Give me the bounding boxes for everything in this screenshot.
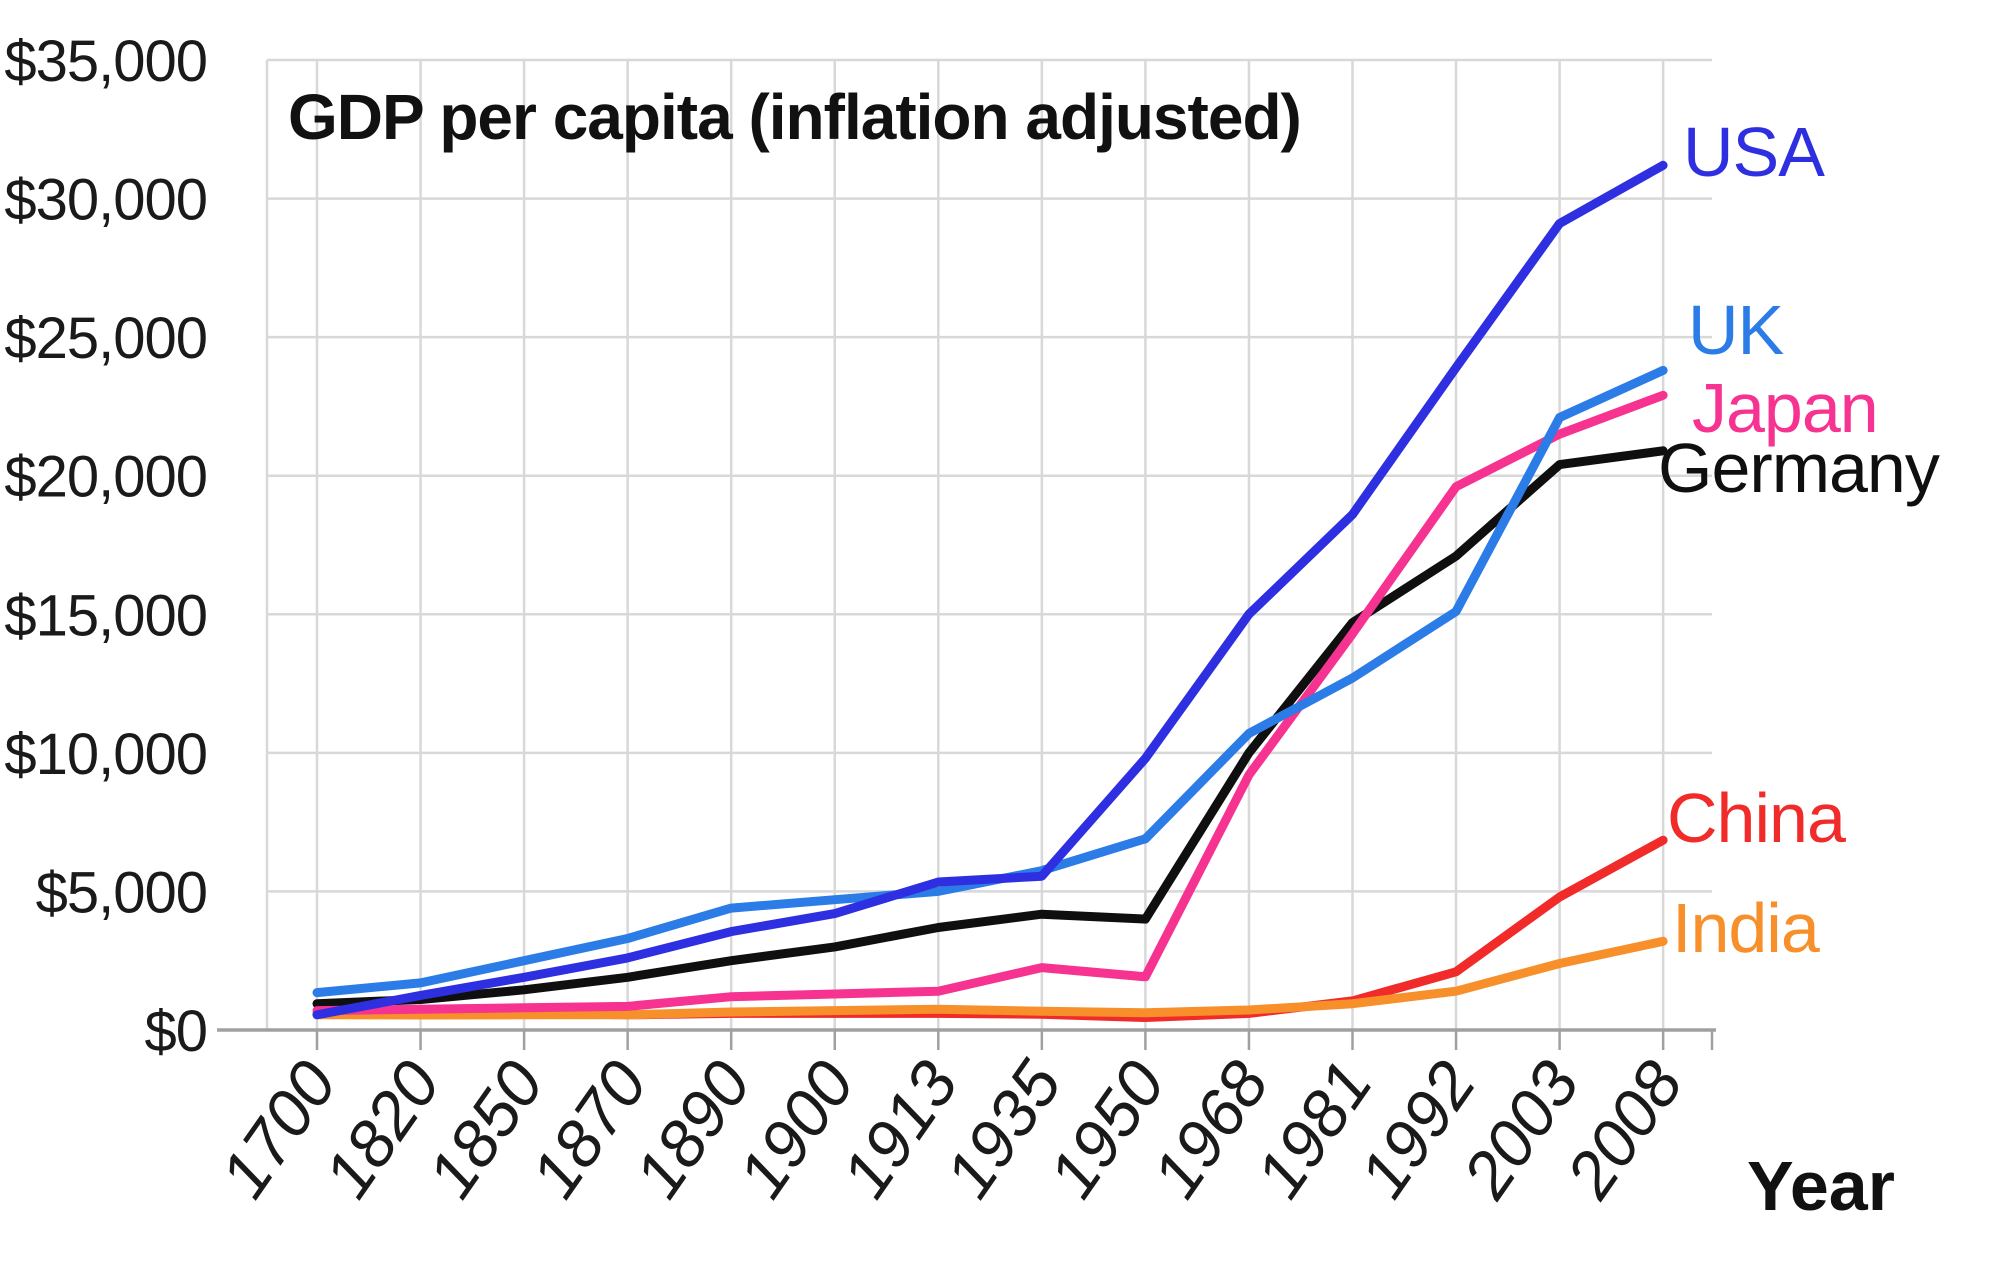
x-tick-label-1992: 1992	[1345, 1048, 1490, 1211]
series-label-uk: UK	[1688, 291, 1784, 369]
y-tick-label-1: $5,000	[36, 860, 207, 925]
series-label-china: China	[1667, 779, 1846, 857]
y-tick-label-0: $0	[144, 999, 207, 1064]
x-axis-title: Year	[1747, 1147, 1895, 1225]
series-line-japan	[312, 390, 1668, 1016]
x-tick-label-1900: 1900	[723, 1047, 868, 1210]
x-tick-label-1968: 1968	[1138, 1047, 1283, 1210]
series-label-usa: USA	[1683, 113, 1825, 191]
x-tick-labels: 1700182018501870189019001913193519501968…	[206, 1047, 1697, 1211]
series-line-india	[312, 936, 1668, 1020]
series-line-germany	[312, 446, 1668, 1009]
series-label-germany: Germany	[1658, 429, 1940, 507]
x-tick-label-1935: 1935	[930, 1047, 1075, 1210]
x-tick-label-1890: 1890	[620, 1047, 765, 1210]
y-tick-label-6: $30,000	[4, 168, 207, 233]
x-tick-label-1870: 1870	[516, 1047, 661, 1210]
horizontal-gridlines	[267, 58, 1712, 893]
series-line-usa	[312, 160, 1668, 1020]
y-tick-label-7: $35,000	[4, 29, 207, 94]
x-tick-label-1950: 1950	[1034, 1047, 1179, 1210]
y-tick-label-2: $10,000	[4, 722, 207, 787]
x-tick-label-1700: 1700	[206, 1047, 351, 1210]
y-tick-label-5: $25,000	[4, 306, 207, 371]
x-tick-label-1913: 1913	[827, 1047, 972, 1210]
x-tick-label-1981: 1981	[1241, 1048, 1386, 1211]
y-tick-label-4: $20,000	[4, 445, 207, 510]
chart-title: GDP per capita (inflation adjusted)	[288, 81, 1302, 153]
vertical-gridlines	[265, 60, 1665, 1030]
y-tick-label-3: $15,000	[4, 583, 207, 648]
x-axis	[217, 1028, 1716, 1050]
series-label-india: India	[1672, 889, 1820, 967]
x-tick-label-1820: 1820	[309, 1047, 454, 1210]
x-tick-label-1850: 1850	[413, 1047, 558, 1210]
series-line-uk	[312, 365, 1668, 998]
x-tick-label-2003: 2003	[1448, 1047, 1594, 1211]
y-tick-labels: $0 $5,000 $10,000 $15,000 $20,000 $25,000 $30,…	[4, 29, 208, 1064]
series-label-japan: Japan	[1692, 369, 1879, 447]
x-tick-label-2008: 2008	[1551, 1047, 1697, 1211]
series-lines	[312, 160, 1668, 1022]
